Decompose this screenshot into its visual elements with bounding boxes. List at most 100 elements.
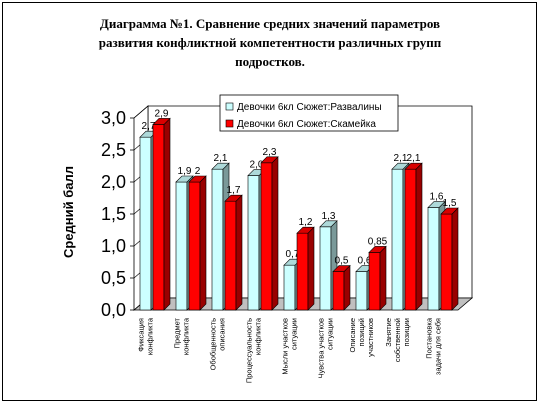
category-label-line: позиции xyxy=(402,318,411,346)
category-label-line: Занятие xyxy=(384,318,393,347)
data-label: 1,5 xyxy=(443,198,457,209)
category-label-line: задачи для себя xyxy=(434,318,443,375)
y-tick-label: 1,5 xyxy=(101,204,126,224)
category-label-line: участников xyxy=(366,318,375,357)
legend-box xyxy=(219,94,399,132)
bar-top xyxy=(211,162,230,170)
data-label: 2,0 xyxy=(250,160,264,171)
bar-2-5 xyxy=(296,226,315,311)
category-label-9: Постановка задачи для себя xyxy=(425,317,443,375)
category-label-line: конфликта xyxy=(182,317,191,355)
category-label-line: Чувства участков xyxy=(317,318,326,379)
bar-top xyxy=(260,156,279,164)
bar-2-4 xyxy=(260,156,279,311)
bar-top xyxy=(224,194,243,202)
category-label-4: Процессуальность конфликта xyxy=(245,317,263,383)
category-label-line: Обобщенность xyxy=(209,318,218,370)
bar-front xyxy=(296,232,309,311)
category-label-line: Процессуальность xyxy=(245,318,254,383)
data-label: 1,3 xyxy=(322,211,336,222)
bar-front xyxy=(319,226,332,311)
bar-2-6 xyxy=(332,264,351,311)
category-label-line: Постановка xyxy=(425,317,434,359)
data-label: 1,7 xyxy=(227,185,241,196)
bar-front xyxy=(368,252,381,311)
y-tick-label: 2,5 xyxy=(101,140,126,160)
chart-title-line-2: развития конфликтной компетентности разл… xyxy=(98,35,442,50)
bar-side xyxy=(307,226,315,311)
bar-top xyxy=(188,175,207,183)
category-label-8: Занятие собственной позиции xyxy=(384,318,411,362)
data-label: 2,7 xyxy=(142,121,156,132)
data-label: 0,85 xyxy=(368,236,388,247)
data-label: 0,7 xyxy=(286,249,300,260)
legend-entry: Девочки 6кл Сюжет:Развалины xyxy=(237,102,382,113)
bar-top xyxy=(391,162,410,170)
category-label-line: ситуации xyxy=(326,318,335,350)
category-label-6: Чувства участков ситуации xyxy=(317,318,335,379)
data-label: 1,2 xyxy=(299,217,313,228)
chart-title: Диаграмма №1. Сравнение средних значений… xyxy=(40,14,500,71)
bar-2-2 xyxy=(188,175,207,311)
chart-title-line-3: подростков. xyxy=(235,54,305,69)
category-label-line: Описание xyxy=(348,318,357,353)
bar-side xyxy=(199,175,207,311)
bar-2-8 xyxy=(404,162,423,311)
category-label-line: конфликта xyxy=(254,317,263,355)
bar-top xyxy=(404,162,423,170)
legend-swatch xyxy=(225,119,234,128)
bar-front xyxy=(152,124,165,311)
data-label: 0,5 xyxy=(335,256,349,267)
bar-side xyxy=(415,162,423,311)
data-label: 2,9 xyxy=(155,108,169,119)
category-label-line: ситуации xyxy=(290,318,299,350)
bar-top xyxy=(175,175,194,183)
bar-front xyxy=(211,168,224,311)
category-label-line: описания xyxy=(218,318,227,351)
bar-2-3 xyxy=(224,194,243,311)
data-label: 2,1 xyxy=(407,153,421,164)
data-label: 2 xyxy=(195,166,201,177)
bar-front xyxy=(188,181,201,311)
legend: Девочки 6кл Сюжет:Развалины Девочки 6кл С… xyxy=(219,94,399,132)
bar-front xyxy=(332,271,345,311)
bar-2-1 xyxy=(152,117,171,311)
data-label: 2,1 xyxy=(394,153,408,164)
bar-top xyxy=(152,118,171,125)
category-label-line: позиций xyxy=(357,318,366,346)
data-label: 1,6 xyxy=(430,192,444,203)
category-label-1: Фиксация конфликта xyxy=(137,317,155,355)
bar-front xyxy=(283,264,296,311)
category-label-line: Мысли участков xyxy=(281,318,290,375)
category-label-line: собственной xyxy=(393,318,402,362)
bar-side xyxy=(163,117,171,311)
bar-2-9 xyxy=(440,207,459,311)
y-tick-label: 2,0 xyxy=(101,172,126,192)
bar-front xyxy=(175,181,188,311)
bar-front xyxy=(440,213,453,311)
bar-side xyxy=(379,245,387,311)
y-tick-diagonal xyxy=(133,105,149,119)
bar-front xyxy=(391,168,404,311)
y-tick-label: 3,0 xyxy=(101,108,126,128)
bar-side xyxy=(451,207,459,311)
chart-title-line-1: Диаграмма №1. Сравнение средних значений… xyxy=(99,16,441,31)
data-label: 0,6 xyxy=(358,256,372,267)
bar-side xyxy=(235,194,243,311)
y-axis-label: Средний балл xyxy=(61,166,76,258)
bar-front xyxy=(224,200,237,311)
category-label-line: Предмет xyxy=(173,317,182,348)
bar-top xyxy=(332,265,351,272)
bar-top xyxy=(440,207,459,215)
bar-front xyxy=(404,168,417,311)
bar-top xyxy=(427,201,446,208)
data-label: 2,3 xyxy=(263,147,277,158)
bar-top xyxy=(368,246,387,253)
category-label-5: Мысли участков ситуации xyxy=(281,318,299,375)
bar-front xyxy=(139,136,152,311)
bar-2-7 xyxy=(368,245,387,311)
legend-entry: Девочки 6кл Сюжет:Скамейка xyxy=(237,119,376,130)
bar-front xyxy=(355,271,368,311)
y-tick-label: 0,0 xyxy=(101,300,126,320)
